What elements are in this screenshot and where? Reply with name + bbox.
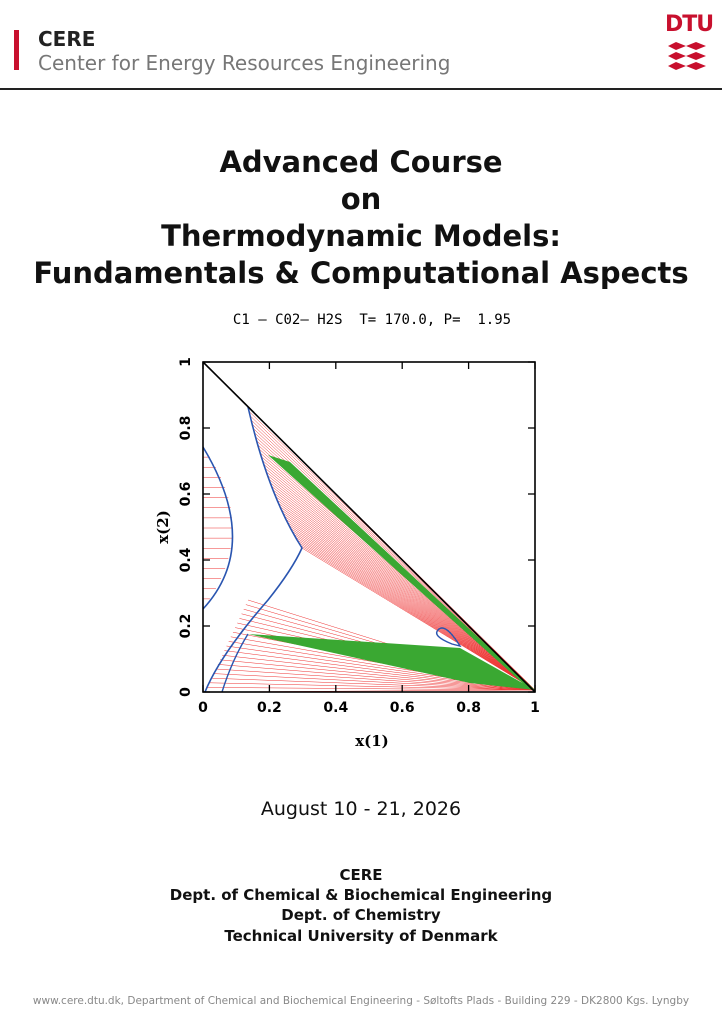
- tie-line: [278, 503, 536, 691]
- tie-line: [290, 528, 536, 691]
- organizer: Dept. of Chemical & Biochemical Engineer…: [169, 886, 553, 904]
- tie-line: [213, 673, 536, 691]
- binodal-left: [202, 446, 234, 610]
- binodal-loop: [435, 627, 462, 648]
- organizer: CERE: [339, 866, 383, 884]
- y-tick-label: 0.6: [178, 482, 194, 507]
- tie-line: [268, 478, 536, 691]
- tie-line: [272, 489, 536, 691]
- binodal-middle: [204, 406, 303, 693]
- diagonal: [202, 361, 536, 693]
- chart: C1 – C02– H2S T= 170.0, P= 1.95 x(1) x(2…: [154, 312, 540, 750]
- tie-line: [284, 515, 536, 691]
- header-subtitle: Center for Energy Resources Engineering: [38, 51, 451, 75]
- title-line: Advanced Course: [219, 145, 503, 179]
- x-tick-label: 0.2: [257, 700, 282, 716]
- tie-line: [281, 509, 536, 691]
- y-axis-label: x(2): [154, 510, 172, 544]
- x-tick-label: 0.6: [390, 700, 415, 716]
- tie-line: [209, 682, 536, 691]
- header-org: CERE: [38, 27, 96, 51]
- organizer: Technical University of Denmark: [224, 927, 498, 945]
- x-tick-label: 0.8: [456, 700, 481, 716]
- tie-line: [288, 525, 536, 691]
- tie-line: [211, 677, 536, 691]
- tie-line: [287, 522, 536, 691]
- tie-line: [301, 547, 536, 691]
- y-tick-label: 1: [178, 357, 194, 367]
- three-phase-region: [248, 634, 535, 690]
- tie-line: [207, 687, 536, 691]
- header-rule: [0, 88, 722, 90]
- y-tick-label: 0.4: [178, 547, 194, 572]
- tie-line: [274, 493, 536, 691]
- tie-line: [279, 506, 536, 691]
- x-tick-label: 0: [198, 700, 208, 716]
- logo-text: DTU: [665, 12, 714, 37]
- tie-line: [291, 531, 536, 691]
- tie-line: [282, 512, 536, 691]
- y-tick-label: 0: [178, 687, 194, 697]
- title-line: Fundamentals & Computational Aspects: [33, 256, 689, 290]
- tie-line: [215, 668, 536, 691]
- logo-waves: [668, 42, 706, 70]
- chart-title: C1 – C02– H2S T= 170.0, P= 1.95: [233, 312, 511, 328]
- x-tick-label: 1: [530, 700, 540, 716]
- tie-line: [220, 659, 536, 691]
- tie-line: [271, 486, 536, 691]
- y-tick-label: 0.2: [178, 614, 194, 639]
- x-tick-label: 0.4: [323, 700, 348, 716]
- tie-line: [285, 519, 536, 691]
- tie-line: [270, 482, 536, 691]
- date: August 10 - 21, 2026: [260, 798, 462, 820]
- organizer: Dept. of Chemistry: [281, 906, 441, 924]
- y-tick-label: 0.8: [178, 416, 194, 441]
- binodal-lower: [221, 633, 249, 693]
- title-line: Thermodynamic Models:: [161, 219, 561, 253]
- tie-line: [293, 533, 536, 691]
- tie-line: [217, 664, 536, 691]
- three-phase-strip: [268, 455, 535, 690]
- tie-line: [275, 496, 536, 691]
- plot-frame: [202, 361, 536, 693]
- x-axis-label: x(1): [355, 732, 389, 750]
- header-bar: [14, 30, 19, 70]
- title-line: on: [340, 182, 382, 216]
- tie-line: [276, 499, 536, 691]
- footer: www.cere.dtu.dk, Department of Chemical …: [32, 995, 690, 1007]
